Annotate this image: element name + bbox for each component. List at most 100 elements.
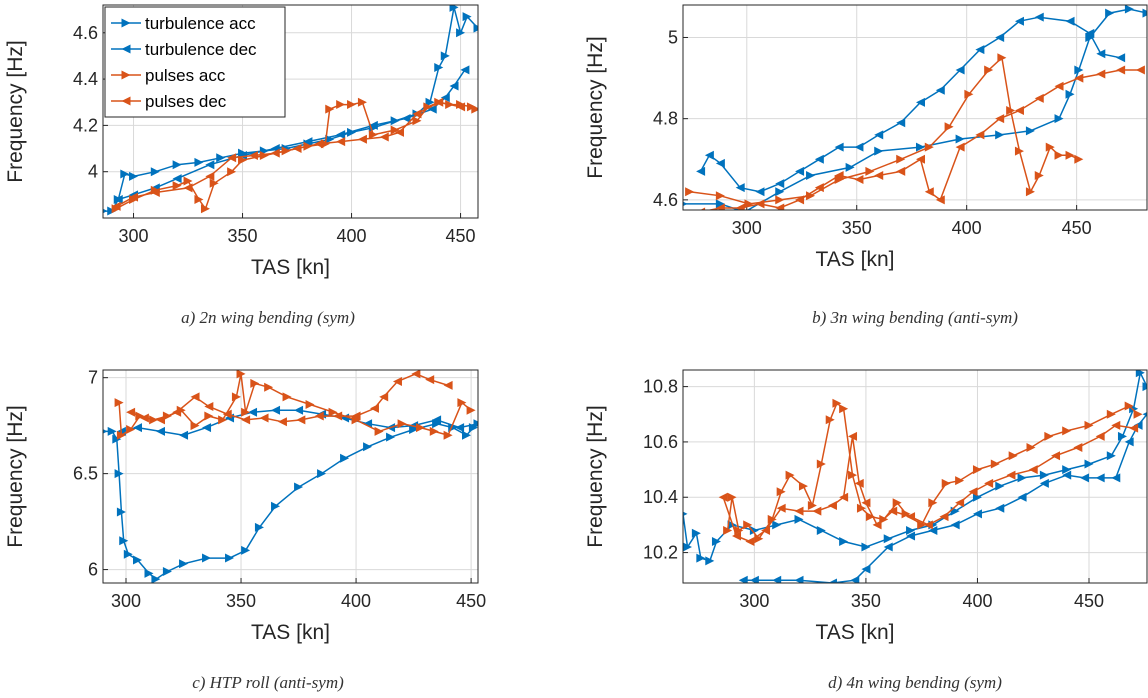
marker — [1105, 8, 1115, 18]
legend: turbulence acc turbulence dec pulses acc pu… — [104, 6, 286, 118]
marker — [775, 187, 785, 197]
marker — [1074, 154, 1084, 164]
y-axis-label: Frequency [Hz] — [584, 405, 607, 547]
marker — [296, 415, 306, 425]
marker — [872, 520, 882, 530]
marker — [116, 430, 126, 440]
marker — [874, 170, 884, 180]
marker — [392, 377, 402, 387]
x-tick-label: 300 — [111, 591, 141, 611]
caption: b) 3n wing bending (anti-sym) — [812, 308, 1018, 327]
legend-label: turbulence dec — [145, 40, 257, 59]
legend-label: pulses dec — [145, 92, 227, 111]
marker — [1111, 473, 1121, 483]
marker — [997, 53, 1007, 63]
marker — [955, 498, 965, 508]
marker — [112, 434, 122, 444]
marker — [906, 531, 916, 541]
marker — [401, 113, 411, 123]
marker — [440, 93, 450, 103]
marker — [395, 127, 405, 137]
marker — [1124, 401, 1134, 411]
marker — [123, 549, 133, 559]
x-tick-label: 300 — [118, 226, 148, 246]
marker — [861, 564, 871, 574]
marker — [812, 506, 822, 516]
x-tick-label: 350 — [842, 218, 872, 238]
y-axis-label: Frequency [Hz] — [584, 36, 607, 178]
x-axis-label: TAS [kn] — [251, 621, 330, 644]
marker — [432, 419, 442, 429]
marker — [990, 459, 1000, 469]
caption: d) 4n wing bending (sym) — [828, 673, 1002, 692]
marker — [1039, 478, 1049, 488]
x-tick-label: 450 — [456, 591, 486, 611]
marker — [915, 142, 925, 152]
marker — [1106, 409, 1116, 419]
marker — [241, 415, 251, 425]
marker — [1085, 32, 1095, 42]
marker — [103, 429, 108, 434]
marker — [462, 12, 472, 22]
marker — [816, 459, 826, 469]
marker — [340, 453, 350, 463]
marker — [906, 512, 916, 522]
marker — [1074, 73, 1084, 83]
marker — [1142, 382, 1147, 392]
legend-marker — [121, 18, 131, 28]
marker — [715, 158, 725, 168]
marker — [715, 203, 725, 210]
marker — [715, 191, 725, 201]
marker — [738, 575, 748, 583]
marker — [1051, 451, 1061, 461]
marker — [743, 520, 753, 530]
marker — [1106, 451, 1116, 461]
marker — [839, 492, 849, 502]
marker — [202, 423, 212, 433]
marker — [700, 207, 706, 210]
marker — [457, 398, 467, 408]
marker — [825, 415, 835, 425]
y-tick-label: 6 — [88, 560, 98, 580]
marker — [277, 417, 287, 427]
marker — [264, 382, 274, 392]
marker — [248, 407, 258, 417]
marker — [691, 528, 701, 538]
y-tick-label: 10.8 — [643, 377, 678, 397]
marker — [696, 553, 706, 563]
marker — [1034, 12, 1044, 22]
marker — [427, 104, 437, 114]
y-tick-label: 5 — [668, 27, 678, 47]
marker — [1085, 28, 1095, 38]
x-tick-label: 400 — [952, 218, 982, 238]
marker — [1065, 16, 1075, 26]
marker — [834, 142, 844, 152]
series-group — [103, 5, 478, 216]
marker — [735, 183, 745, 193]
plot-area — [103, 370, 478, 583]
marker — [995, 114, 1005, 124]
marker — [955, 476, 965, 486]
x-axis-label: TAS [kn] — [816, 621, 895, 644]
marker — [772, 520, 782, 530]
marker — [901, 509, 911, 519]
y-axis-label: Frequency [Hz] — [4, 40, 27, 182]
marker — [429, 426, 439, 436]
marker — [259, 150, 269, 160]
axes-box — [682, 369, 1148, 584]
marker — [767, 514, 777, 524]
marker — [785, 470, 795, 480]
x-tick-label: 300 — [739, 591, 769, 611]
marker — [839, 537, 849, 547]
marker — [883, 542, 893, 552]
series-line — [726, 401, 1139, 540]
legend-marker — [121, 96, 131, 106]
marker — [443, 430, 453, 440]
marker — [915, 97, 925, 107]
marker — [972, 465, 982, 475]
marker — [150, 188, 160, 198]
marker — [1073, 442, 1083, 452]
axes-box — [102, 369, 479, 584]
marker — [200, 204, 210, 214]
marker — [704, 150, 714, 160]
